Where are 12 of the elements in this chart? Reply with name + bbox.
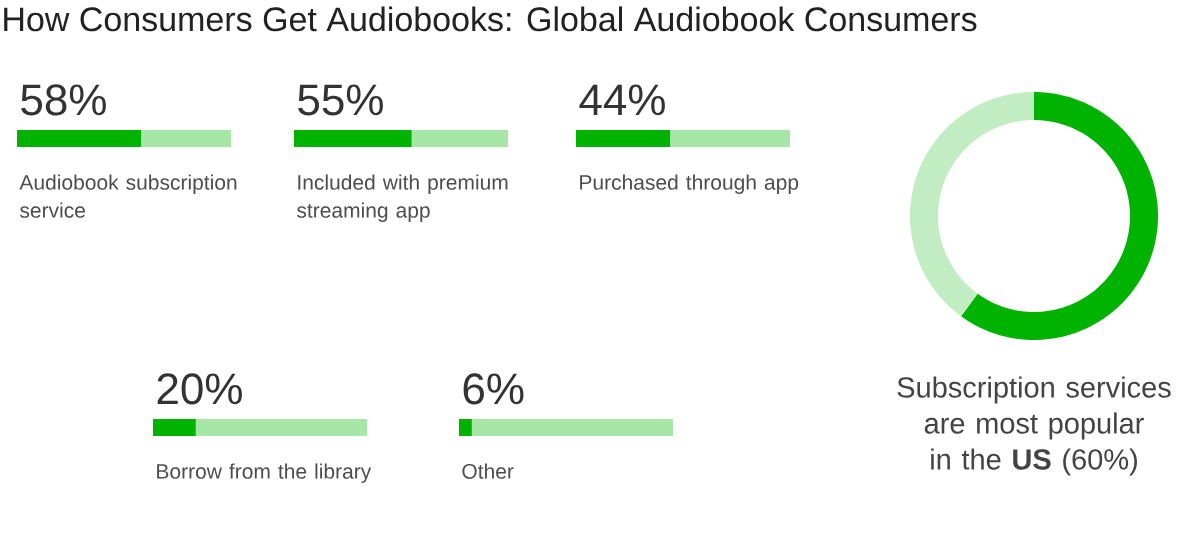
y-tick-label: Included with premium streaming app [297,174,508,222]
data-label: 58% [21,84,106,116]
text: How Consumers Get Audiobooks: Global Audiobook Consumers [4,6,977,32]
y-tick-label: Audiobook subscription service [19,174,237,218]
y-tick-label: Purchased through app [580,174,799,194]
data-label: 6% [463,373,524,405]
text: Subscription services are most popular in the US (60%) [897,376,1171,476]
data-label: 20% [157,373,242,405]
data-label: 44% [579,84,665,116]
y-tick-label: Borrow from the library [157,463,372,483]
y-tick-label: Other [462,463,514,479]
data-label: 55% [298,84,383,116]
